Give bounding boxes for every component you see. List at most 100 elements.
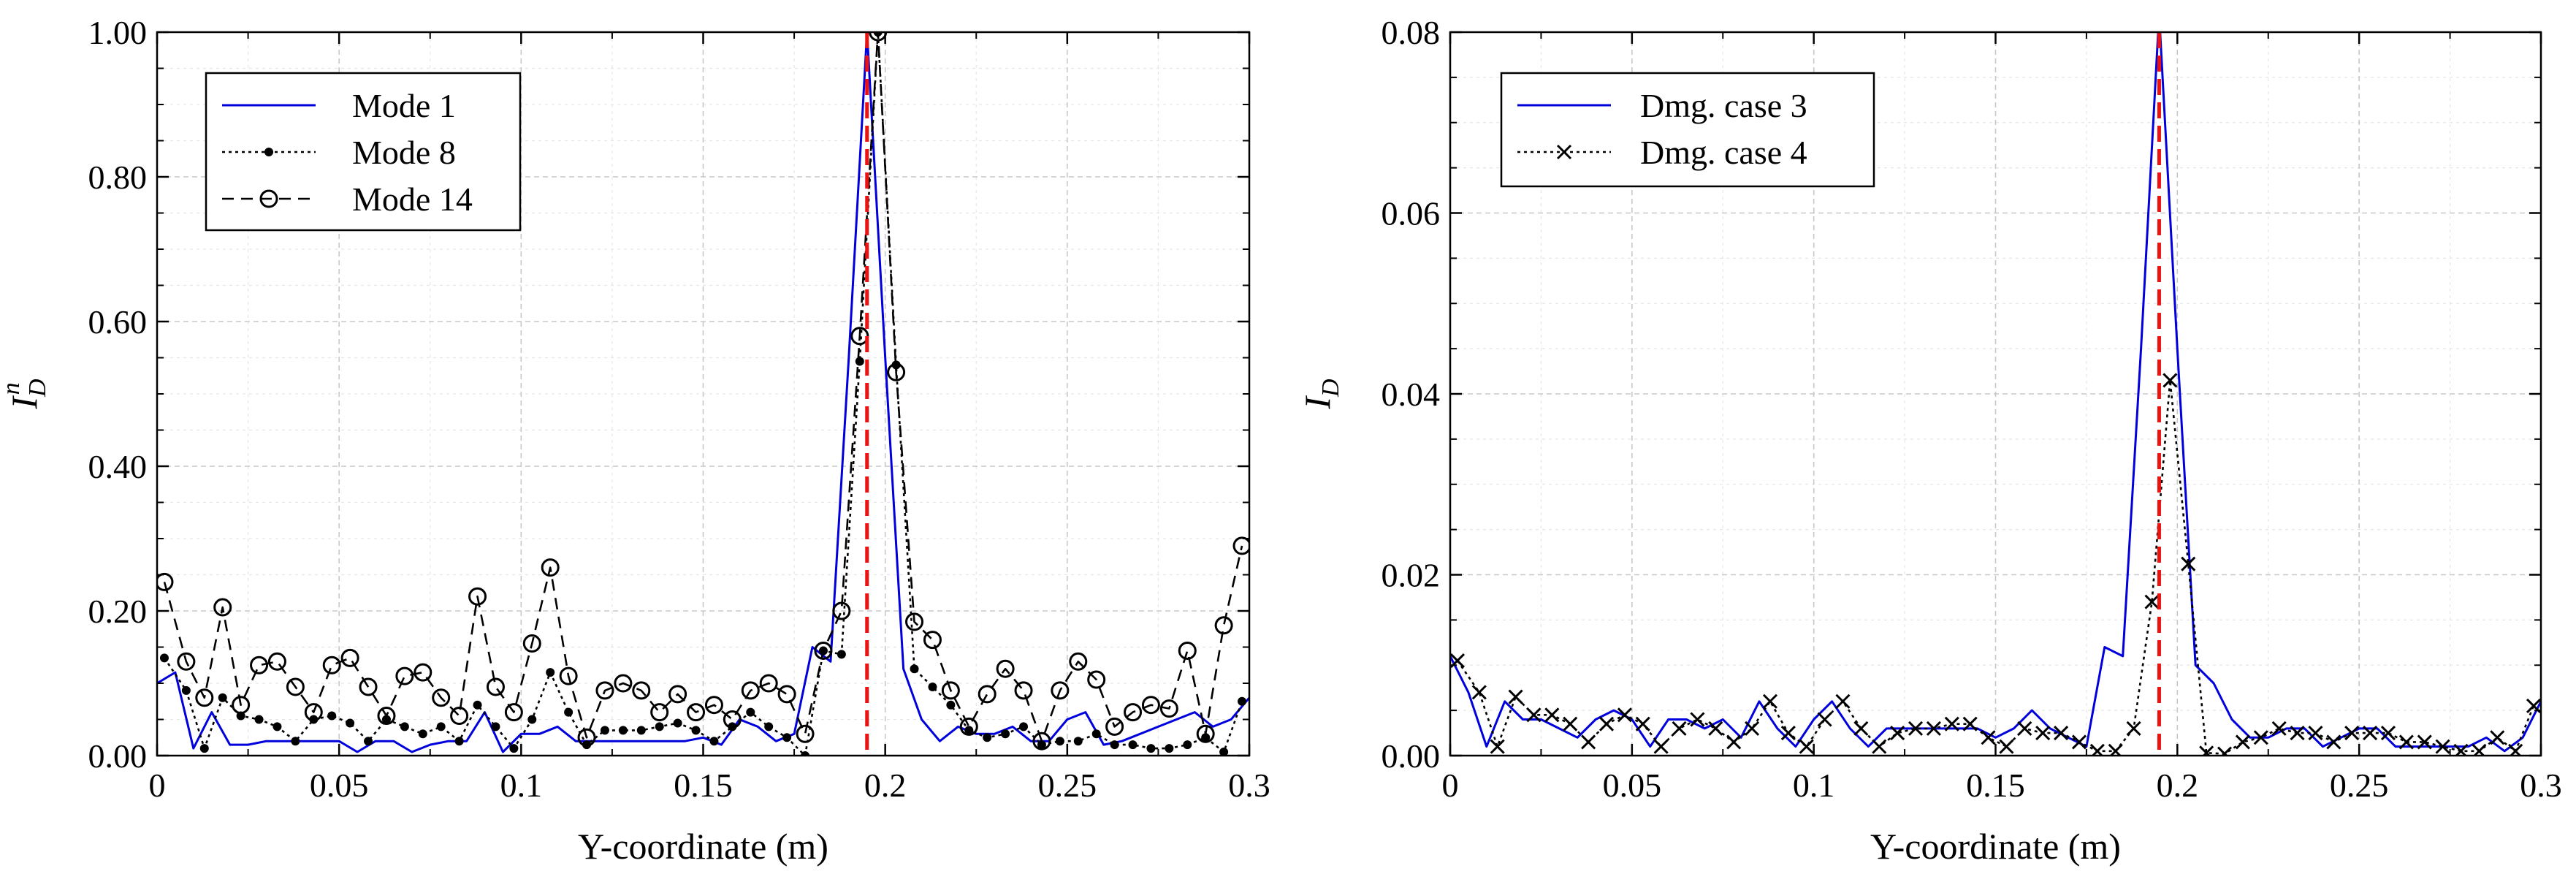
x-tick-label: 0 [1442,767,1459,804]
series-mode-14-point [250,656,269,674]
series-mode-14-point [157,572,174,591]
y-axis-title-superscript: n [0,382,25,395]
series-mode-8-point [1238,696,1247,706]
series-dmg-case-4-point [2071,734,2087,750]
series-dmg-case-4-point-stroke-b [2308,726,2323,741]
x-tick-label: 0 [149,767,166,804]
x-axis-title: Y-coordinate (m) [578,826,828,867]
series-dmg-case-4-point [2363,726,2378,741]
series-dmg-case-4-point-stroke-b [1598,716,1615,732]
series-mode-14-point [177,652,196,671]
series-dmg-case-4-point [2290,726,2305,741]
series-dmg-case-4-point-stroke-b [1653,739,1669,754]
series-mode-8-point [928,682,937,691]
series-mode-8-point [181,685,191,695]
series-mode-8-point [1019,722,1029,732]
y-axis-title-main: I [4,395,45,410]
series-dmg-case-4-point [2490,730,2505,745]
series-dmg-case-4-point-stroke-b [1563,716,1578,732]
series-mode-8-point [910,664,919,674]
series-dmg-case-4-point-stroke-b [2326,734,2341,750]
series-dmg-case-4-point [2235,734,2250,750]
y-tick-label: 0.04 [1382,376,1441,413]
series-mode-14-point [941,681,960,700]
series-mode-8-point [364,737,373,746]
series-dmg-case-4-point [1835,694,1851,709]
series-mode-8-point [837,650,846,659]
series-dmg-case-4-point [2181,556,2196,571]
series-dmg-case-4-point-stroke-b [1762,694,1778,709]
series-dmg-case-4-point-stroke-b [1726,734,1742,750]
series-mode-8-point [218,693,227,702]
series-dmg-case-4-point [1690,712,1705,727]
x-tick-label: 0.1 [500,767,543,804]
series-mode-14 [157,32,1249,750]
series-mode-8-point [491,722,500,732]
series-dmg-case-4-point-stroke-b [1835,694,1851,709]
series-mode-14-point [869,32,888,42]
series-mode-14-point [232,696,251,715]
series-mode-14-point [978,685,997,704]
series-dmg-case-4-point [1471,685,1487,700]
series-mode-14-point [1214,616,1233,635]
series-dmg-case-4-point [2380,726,2396,741]
y-axis-title-subscript: D [24,379,51,398]
x-tick-label: 0.05 [310,767,369,804]
x-tick-label: 0.3 [1228,767,1270,804]
chart-left-mode-comparison: 0 0.05 0.1 0.15 0.2 0.25 0.3 0.00 0.20 0.40 0.60 0.… [0,14,1270,867]
series-dmg-case-4-point-stroke-b [1708,721,1723,736]
x-tick-label: 0.05 [1603,767,1662,804]
series-dmg-case-4-point [2017,721,2032,736]
series-mode-14-point [814,641,833,660]
series-dmg-case-4-point-stroke-b [1490,739,1505,754]
series-dmg-case-4-point [2126,721,2141,736]
series-mode-8-point [1055,737,1064,746]
series-dmg-case-4-point [1762,694,1778,709]
x-tick-label: 0.25 [2330,767,2389,804]
series-mode-14-point [632,681,651,700]
series-mode-8-point [1165,744,1174,753]
series-mode-14-point [322,656,341,674]
series-mode-14-point [432,688,451,707]
legend-entry: Dmg. case 3 [1517,87,1807,124]
y-tick-label: 0.08 [1382,14,1441,51]
series-mode-14-point [395,666,414,685]
series-dmg-case-4-point-stroke-b [2017,721,2032,736]
series-mode-8 [159,32,1247,756]
series-mode-14-point [213,598,232,617]
series-mode-14-point [1051,681,1070,700]
series-mode-14-point [832,601,851,620]
series-mode-14-point [1087,670,1106,689]
series-mode-14-point [1014,681,1033,700]
series-dmg-case-4-point [1962,716,1978,732]
series-dmg-case-4-point [2217,746,2233,756]
series-mode-8-point [1219,748,1229,756]
series-dmg-case-4-point-stroke-b [2054,726,2069,741]
series-dmg-case-4-point [1563,716,1578,732]
series-dmg-case-4-point-stroke-b [1890,726,1905,741]
series-mode-8-point [254,715,264,724]
series-mode-8-point [273,722,282,732]
series-dmg-case-4-point-stroke-b [2271,721,2287,736]
series-mode-14-point [1069,652,1088,671]
series-dmg-case-4-point [1544,707,1560,723]
series-dmg-case-4-point-stroke-b [2398,734,2414,750]
series-dmg-case-4-point-stroke-b [1926,721,1941,736]
series-dmg-case-4-line [1456,379,2535,755]
series-dmg-case-4-point [1853,721,1869,736]
series-mode-14-point [286,677,305,696]
series-mode-8-point [527,715,537,724]
y-tick-label: 0.00 [88,737,148,775]
plot-area [1450,32,2541,756]
series-mode-8-point [327,711,337,721]
series-mode-8-point [1001,729,1010,739]
series-dmg-case-4-point [1581,734,1596,750]
series-dmg-case-4-point-stroke-b [1962,716,1978,732]
x-tick-label: 0.3 [2520,767,2562,804]
y-axis-title: ID [1297,379,1344,410]
series-mode-14-point [1196,724,1215,743]
series-mode-14-point [340,648,359,667]
series-dmg-case-4-point [1653,739,1669,754]
legend-swatch-marker [264,148,273,156]
series-mode-8-point [436,722,446,732]
